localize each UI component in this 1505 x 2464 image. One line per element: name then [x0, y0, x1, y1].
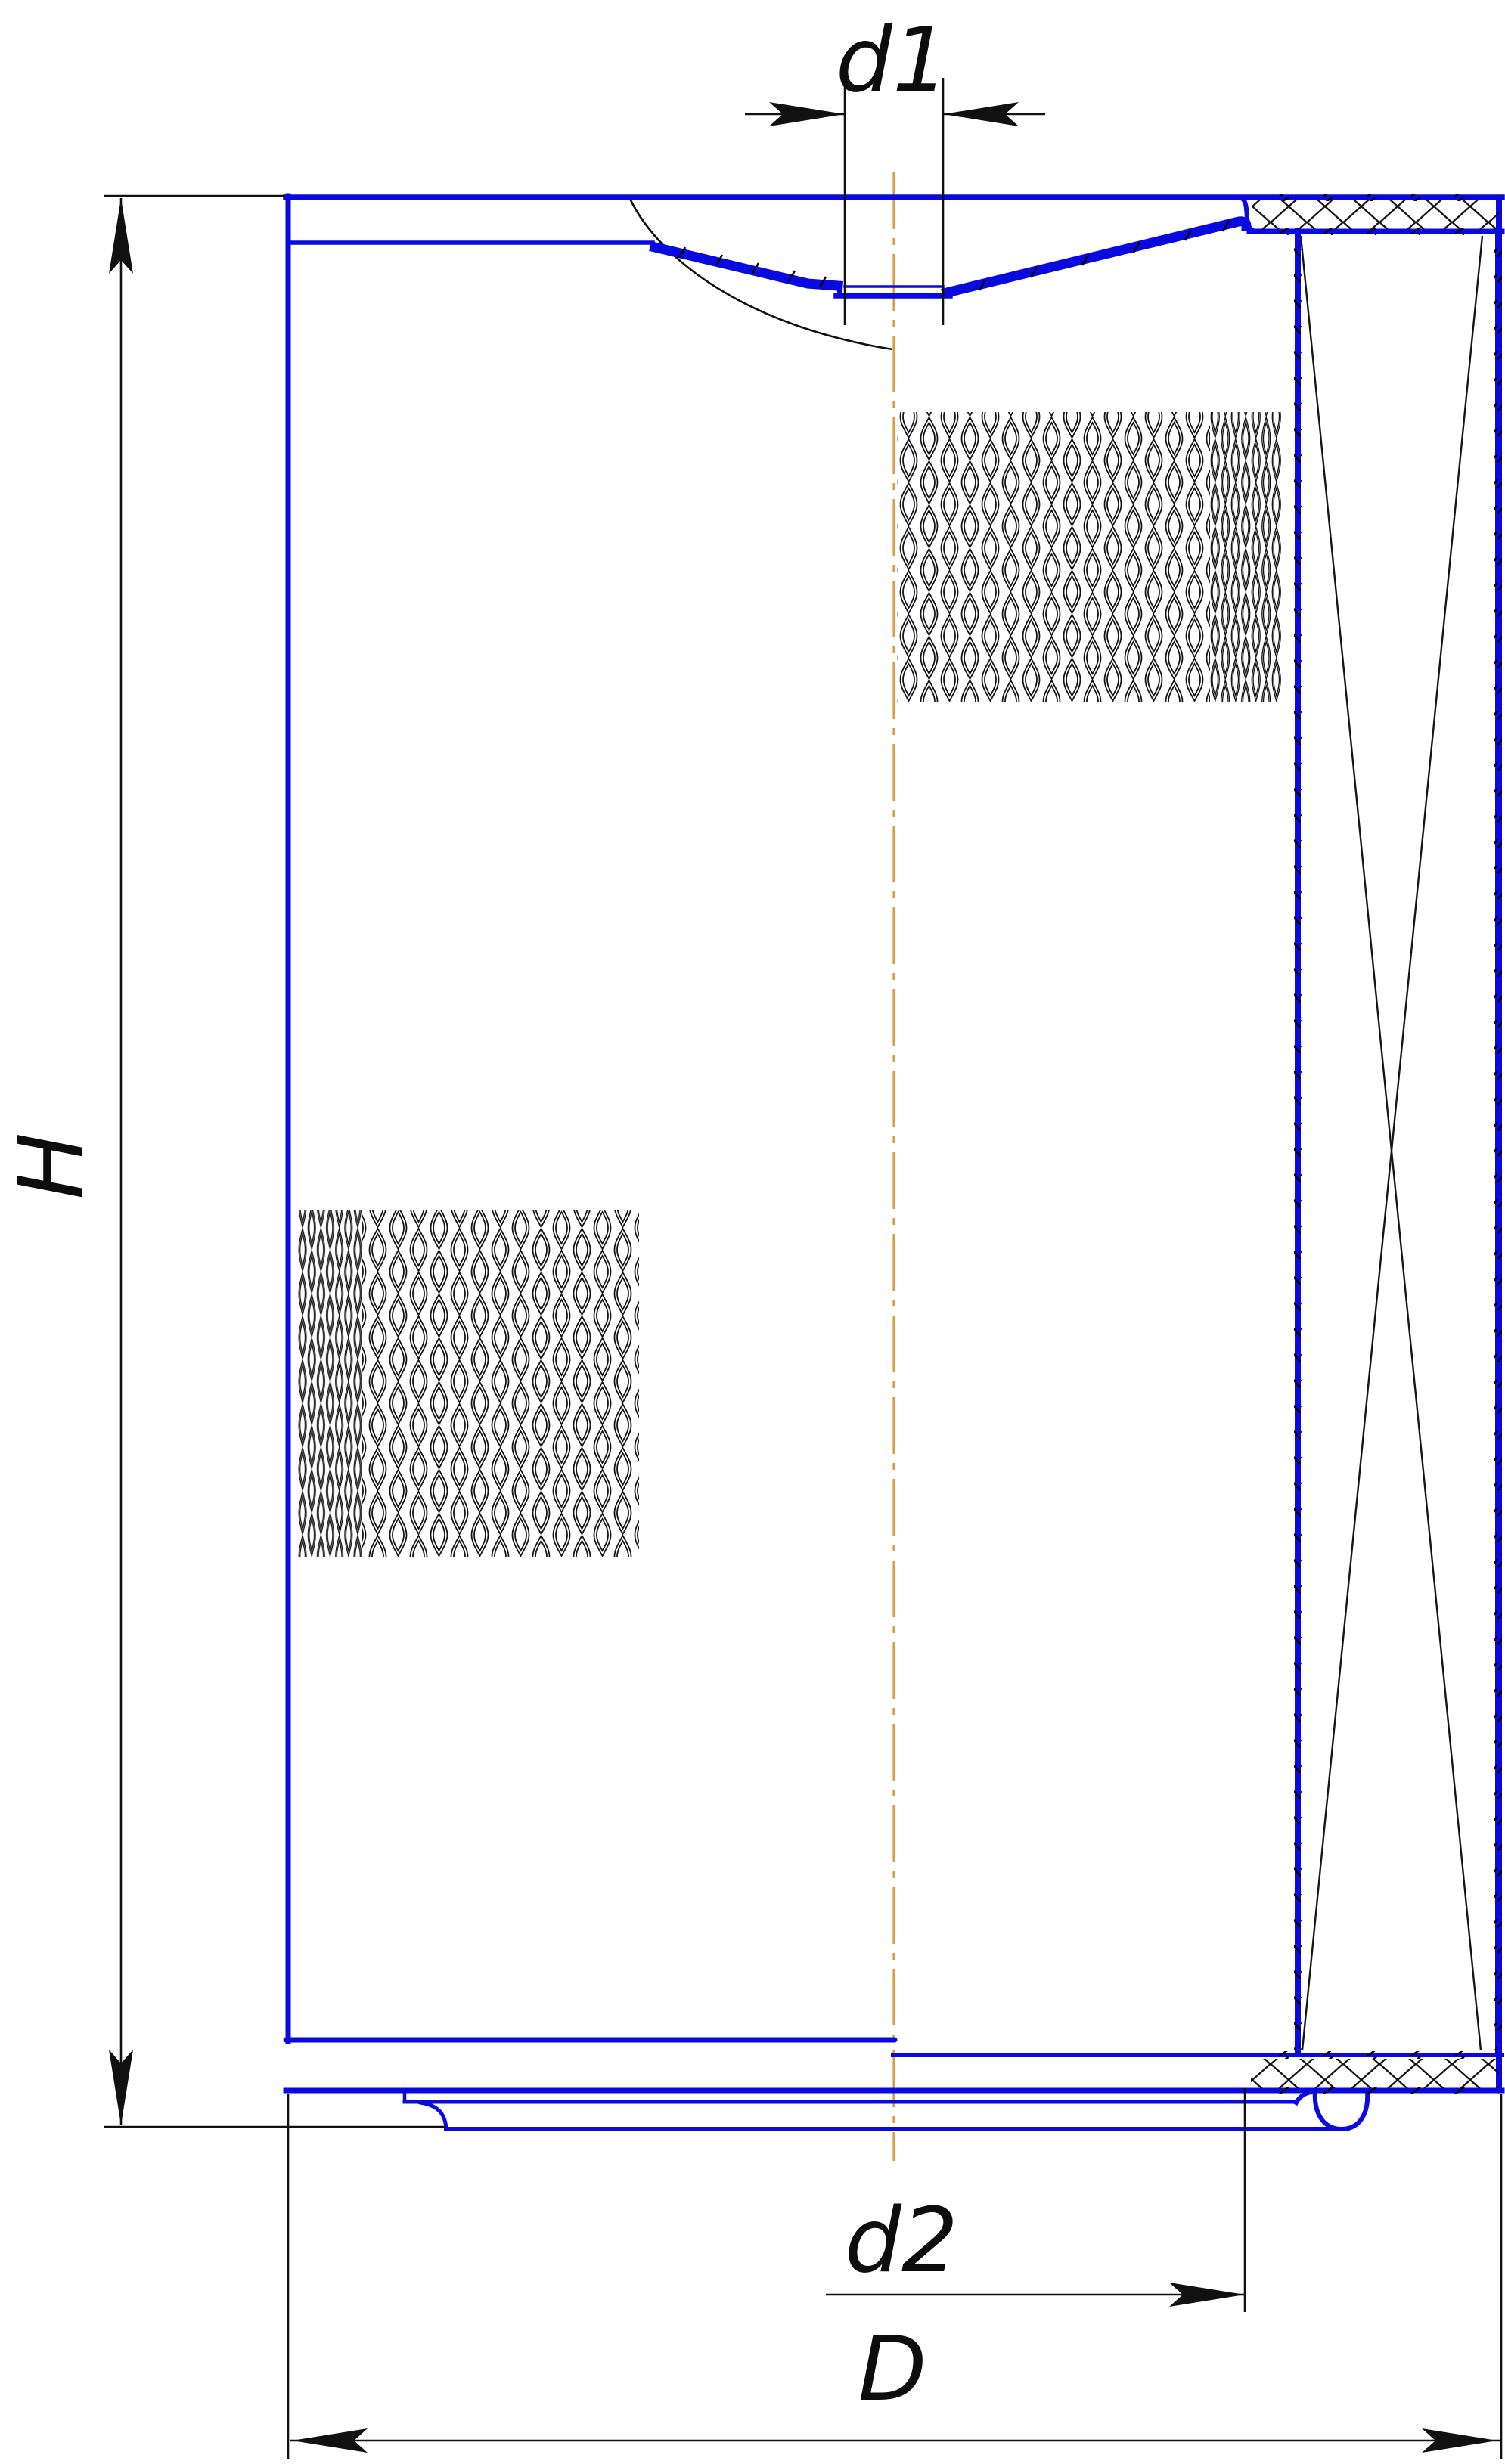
mesh-upper [897, 412, 1282, 702]
bottom-notch [1292, 2088, 1370, 2132]
funnel-edge-curve [628, 198, 893, 351]
gasket-bottom-border-ticks-2 [1252, 2087, 1499, 2094]
gasket-bottom-hatch [1251, 2059, 1499, 2088]
dim-label-d1: d1 [836, 8, 949, 112]
funnel [649, 216, 1252, 299]
media-cross-diagonal-2 [1301, 235, 1484, 2051]
dim-label-D: D [858, 2317, 927, 2421]
dim-label-h: H [0, 1133, 103, 1200]
media-cross-diagonal-1 [1299, 235, 1482, 2051]
dim-label-d2: d2 [845, 2188, 958, 2292]
mesh-lower [298, 1210, 639, 1557]
gasket-bottom-border-ticks-1 [1252, 2051, 1499, 2059]
gasket-top-border-ticks-2 [1252, 228, 1499, 235]
gasket-top-hatch [1252, 200, 1499, 229]
filter-media-column [1299, 235, 1484, 2051]
media-wall-left-ticks [1294, 238, 1302, 2050]
gasket-top-border-ticks-1 [1252, 194, 1499, 201]
media-wall-right-ticks [1494, 238, 1502, 2050]
funnel-ticks [678, 220, 1230, 291]
